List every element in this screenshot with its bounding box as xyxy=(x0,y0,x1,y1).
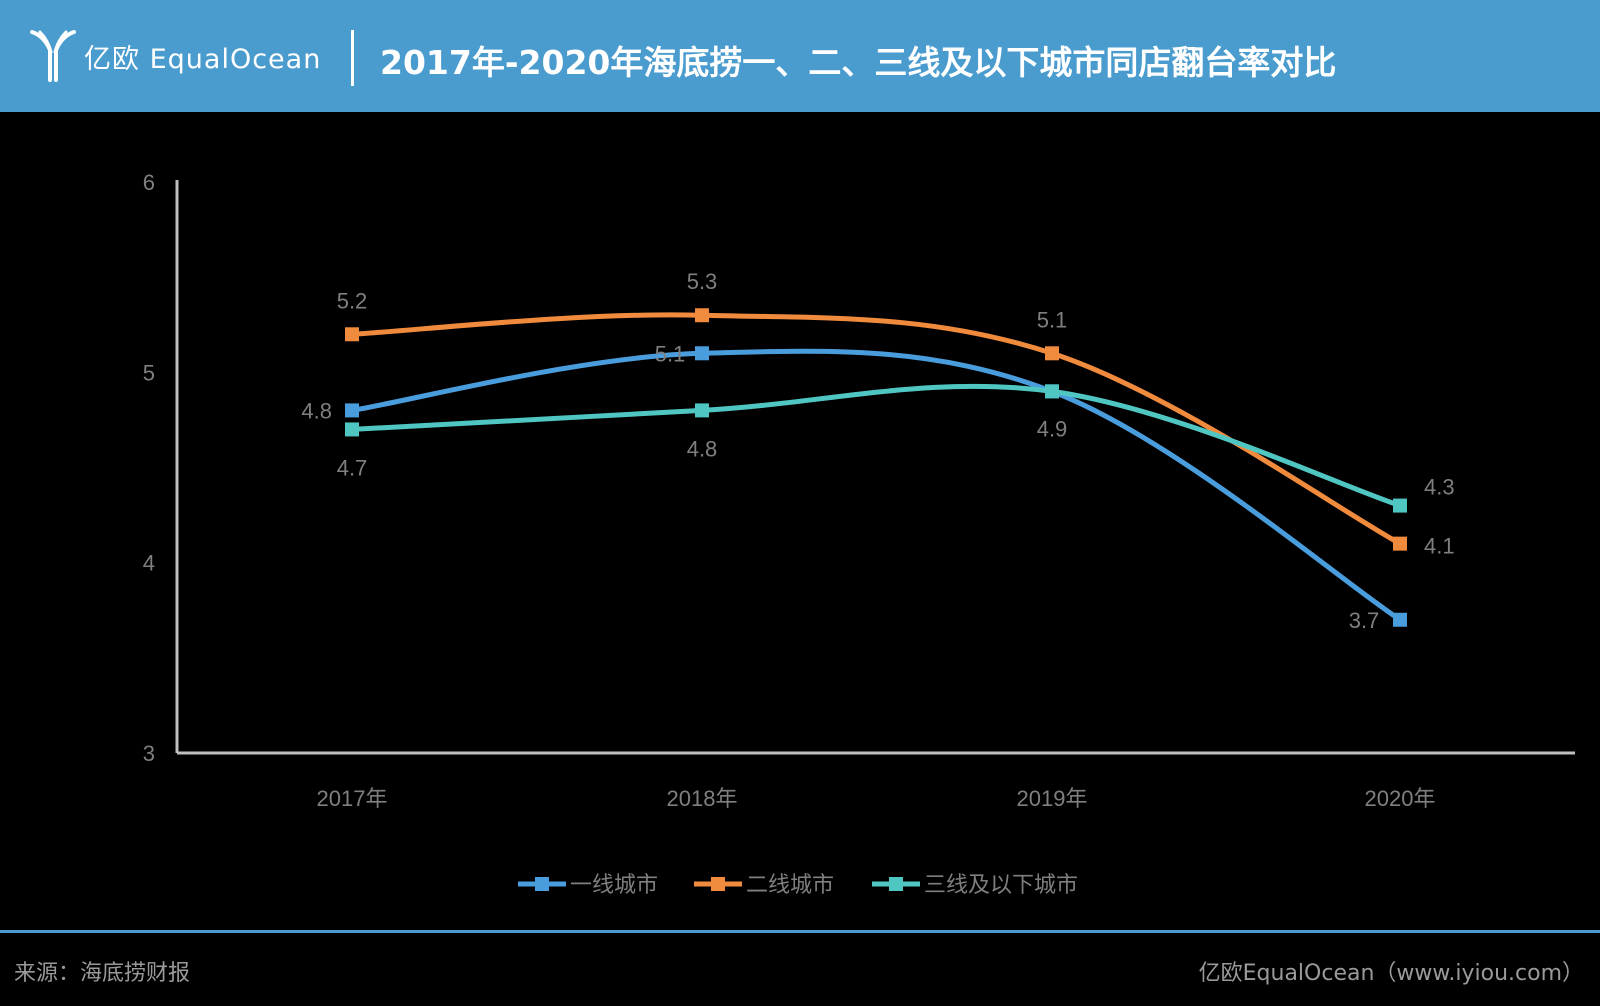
data-label: 4.3 xyxy=(1424,475,1455,500)
y-tick-label: 3 xyxy=(143,741,155,766)
legend-marker xyxy=(711,877,725,891)
data-point-marker xyxy=(695,346,709,361)
x-tick-label: 2017年 xyxy=(317,786,388,811)
source-note: 来源：海底捞财报 xyxy=(14,961,191,986)
logo-text: 亿欧 EqualOcean xyxy=(84,43,322,75)
footer-divider xyxy=(0,930,1600,933)
y-tick-label: 5 xyxy=(143,360,155,385)
logo: 亿欧 EqualOcean xyxy=(30,26,321,86)
legend-marker xyxy=(535,877,549,891)
data-point-marker xyxy=(695,308,709,323)
data-label: 5.3 xyxy=(687,269,718,294)
legend-label: 三线及以下城市 xyxy=(924,873,1078,898)
credit-note: 亿欧EqualOcean（www.iyiou.com） xyxy=(1198,961,1584,986)
data-label: 5.2 xyxy=(337,288,368,313)
data-label: 4.1 xyxy=(1424,534,1455,559)
data-point-marker xyxy=(1045,346,1059,361)
y-tick-label: 6 xyxy=(143,170,155,195)
header-divider xyxy=(351,30,354,86)
header-bar: 亿欧 EqualOcean 2017年-2020年海底捞一、二、三线及以下城市同… xyxy=(0,0,1600,112)
series-line xyxy=(349,312,1403,547)
data-label: 4.9 xyxy=(1037,416,1068,441)
legend-label: 二线城市 xyxy=(746,873,834,898)
series-line xyxy=(349,383,1403,509)
x-tick-label: 2018年 xyxy=(667,786,738,811)
data-point-marker xyxy=(1393,498,1407,513)
data-label: 4.7 xyxy=(337,455,368,480)
data-point-marker xyxy=(345,422,359,437)
page-title: 2017年-2020年海底捞一、二、三线及以下城市同店翻台率对比 xyxy=(380,43,1337,82)
data-label: 4.8 xyxy=(301,398,332,423)
data-point-marker xyxy=(1045,384,1059,399)
logo-mark-icon xyxy=(30,30,76,82)
data-point-marker xyxy=(1393,536,1407,551)
x-tick-label: 2019年 xyxy=(1017,786,1088,811)
x-tick-label: 2020年 xyxy=(1365,786,1436,811)
data-label: 5.1 xyxy=(1037,307,1068,332)
legend-label: 一线城市 xyxy=(570,873,658,898)
legend-marker xyxy=(889,877,903,891)
data-point-marker xyxy=(345,403,359,418)
data-point-marker xyxy=(695,403,709,418)
data-label: 5.1 xyxy=(655,341,686,366)
y-tick-label: 4 xyxy=(143,551,155,576)
data-label: 3.7 xyxy=(1349,608,1380,633)
data-label: 4.8 xyxy=(687,436,718,461)
series-line xyxy=(349,348,1403,623)
line-chart: 3 4 5 6 2017年 2018年 2019年 2020年 4.8 5.1 3.7 5.2 5.3 5… xyxy=(143,170,1575,898)
data-point-marker xyxy=(1393,612,1407,627)
data-point-marker xyxy=(345,327,359,342)
